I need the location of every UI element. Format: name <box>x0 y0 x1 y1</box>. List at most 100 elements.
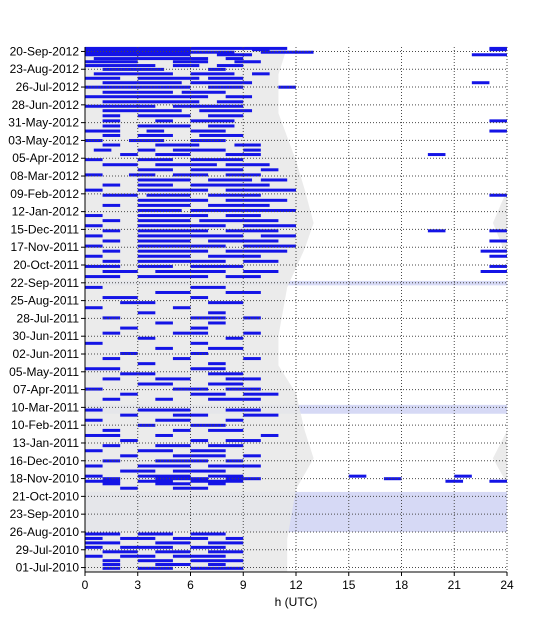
activity-segment-95-0 <box>102 550 138 554</box>
activity-segment-82-2 <box>243 454 261 458</box>
activity-segment-66-1 <box>190 367 226 371</box>
activity-segment-43-0 <box>85 244 103 248</box>
y-tick-label-23: 16-Dec-2010 <box>10 454 80 468</box>
activity-segment-56-2 <box>243 316 261 320</box>
activity-segment-49-1 <box>137 275 209 279</box>
activity-segment-8-1 <box>190 72 235 76</box>
activity-segment-45-0 <box>85 254 103 258</box>
y-tick-label-13: 22-Sep-2011 <box>11 276 80 290</box>
y-tick-label-3: 28-Jun-2012 <box>12 98 80 112</box>
activity-segment-43-1 <box>137 244 226 248</box>
activity-segment-9-1 <box>137 76 200 80</box>
activity-segment-35-0 <box>102 203 121 207</box>
activity-segment-27-0 <box>102 163 138 167</box>
activity-segment-39-1 <box>137 224 226 228</box>
activity-segment-8-2 <box>252 72 270 76</box>
activity-segment-60-1 <box>225 336 244 340</box>
activity-segment-58-1 <box>190 326 209 330</box>
activity-segment-39-2 <box>243 224 296 228</box>
activity-segment-2-1 <box>260 50 314 54</box>
y-tick-label-12: 20-Oct-2011 <box>13 258 79 272</box>
activity-segment-83-0 <box>102 459 121 463</box>
activity-segment-11-2 <box>278 85 296 89</box>
activity-segment-33-1 <box>146 193 191 197</box>
activity-segment-44-2 <box>225 249 288 253</box>
activity-segment-21-2 <box>199 133 244 137</box>
activity-segment-33-0 <box>102 193 138 197</box>
activity-segment-67-1 <box>208 372 244 376</box>
activity-segment-86-2 <box>208 474 244 478</box>
activity-segment-56-0 <box>102 316 121 320</box>
activity-segment-48-2 <box>243 270 279 273</box>
activity-segment-23-1 <box>155 143 200 147</box>
y-tick-label-17: 02-Jun-2011 <box>13 347 80 361</box>
activity-segment-27-2 <box>225 163 270 167</box>
activity-segment-20-3 <box>489 129 507 133</box>
y-tick-label-2: 26-Jul-2012 <box>16 80 80 94</box>
activity-segment-17-2 <box>208 114 244 118</box>
activity-segment-81-0 <box>85 449 103 453</box>
y-tick-label-5: 03-May-2012 <box>8 133 79 147</box>
x-tick-label-0: 0 <box>82 578 89 592</box>
activity-segment-71-1 <box>190 392 226 396</box>
activity-segment-83-2 <box>225 459 244 463</box>
y-tick-label-25: 21-Oct-2010 <box>12 489 79 503</box>
activity-segment-29-2 <box>172 173 209 177</box>
y-tick-label-18: 05-May-2011 <box>9 365 79 379</box>
activity-segment-34-0 <box>137 198 209 202</box>
activity-segment-40-1 <box>137 229 209 233</box>
activity-segment-90-0 <box>120 486 138 490</box>
activity-segment-5-2 <box>234 60 261 64</box>
activity-segment-30-2 <box>260 178 288 182</box>
gridlines <box>84 47 508 572</box>
activity-segment-30-0 <box>137 178 191 182</box>
activity-segment-19-2 <box>208 124 235 128</box>
activity-segment-33-2 <box>208 193 261 197</box>
activity-segment-15-1 <box>172 104 244 108</box>
activity-segment-59-0 <box>102 331 121 335</box>
y-tick-label-24: 18-Nov-2010 <box>10 472 80 486</box>
activity-segment-37-0 <box>85 214 103 218</box>
activity-segment-78-2 <box>260 433 279 437</box>
activity-segment-9-2 <box>208 76 244 80</box>
activity-segment-14-1 <box>216 100 244 104</box>
activity-segment-81-2 <box>190 449 226 453</box>
activity-segment-94-1 <box>120 545 173 549</box>
activity-segment-44-3 <box>480 249 507 253</box>
y-tick-label-15: 28-Jul-2011 <box>17 311 80 325</box>
y-tick-label-26: 23-Sep-2010 <box>10 507 80 521</box>
activity-segment-62-1 <box>208 346 244 350</box>
activity-segment-70-0 <box>85 387 103 391</box>
activity-segment-99-0 <box>102 566 121 570</box>
x-tick-label-8: 24 <box>500 578 514 592</box>
activity-segment-52-0 <box>102 296 138 300</box>
activity-segment-55-0 <box>137 311 156 315</box>
activity-segment-68-1 <box>155 377 191 381</box>
activity-segment-34-1 <box>225 198 288 202</box>
activity-segment-78-1 <box>155 433 173 437</box>
activity-segment-1-1 <box>252 48 270 52</box>
activity-segment-87-0 <box>102 477 121 481</box>
activity-segment-48-3 <box>480 270 507 273</box>
activity-segment-91-2 <box>190 532 226 536</box>
activity-segment-61-0 <box>85 341 103 345</box>
activity-segment-9-0 <box>85 76 121 80</box>
activity-segment-13-0 <box>85 95 209 99</box>
activity-segment-46-1 <box>137 259 226 263</box>
activity-segment-38-1 <box>137 219 191 223</box>
activity-segment-54-0 <box>85 306 103 310</box>
activity-segment-31-2 <box>190 183 270 187</box>
activity-segment-86-4 <box>454 474 472 478</box>
activity-segment-3-0 <box>85 53 191 57</box>
activity-segment-41-1 <box>137 234 244 238</box>
activity-segment-28-2 <box>260 168 279 172</box>
activity-segment-49-0 <box>85 275 121 279</box>
activity-segment-91-0 <box>85 532 121 536</box>
activity-segment-31-1 <box>137 183 173 187</box>
activity-segment-49-2 <box>225 275 261 279</box>
activity-segment-99-2 <box>190 566 244 570</box>
activity-segment-97-0 <box>102 559 121 563</box>
activity-segment-88-0 <box>85 479 121 483</box>
activity-segment-64-1 <box>172 357 191 361</box>
activity-segment-82-1 <box>172 454 226 458</box>
